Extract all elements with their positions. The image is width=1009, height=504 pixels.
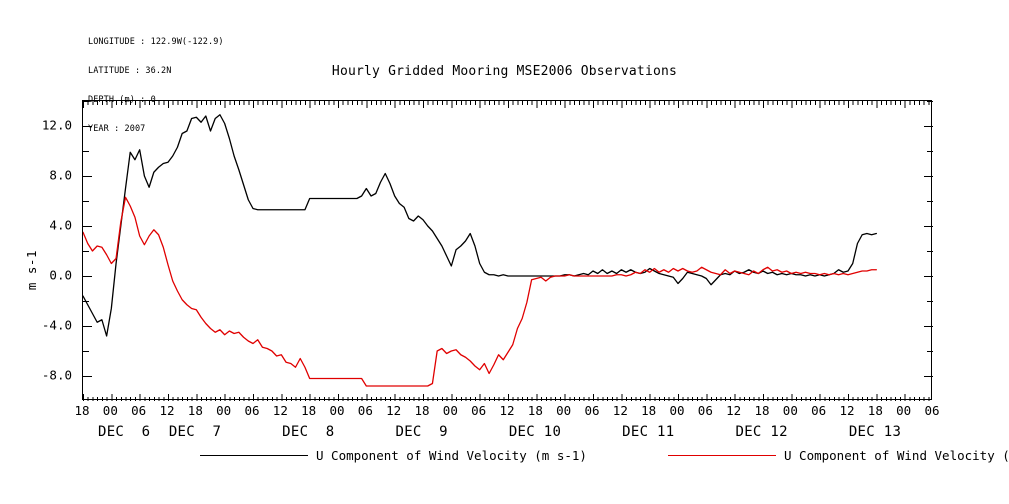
x-tick-label: 00 — [556, 403, 572, 418]
metadata-block: LONGITUDE : 122.9W(-122.9) LATITUDE : 36… — [88, 19, 224, 153]
x-tick-label: 06 — [584, 403, 600, 418]
y-axis-title: m s-1 — [24, 250, 39, 291]
x-date-label: DEC 12 — [735, 424, 788, 440]
metadata-latitude: LATITUDE : 36.2N — [88, 65, 172, 76]
y-axis-labels: 12.0 8.0 4.0 0.0 -4.0 -8.0 — [0, 100, 78, 400]
x-tick-label: 00 — [102, 403, 118, 418]
legend-entry: U Component of Wind Velocity (m s-1) — [200, 448, 587, 463]
x-tick-label: 18 — [301, 403, 317, 418]
x-tick-label: 06 — [697, 403, 713, 418]
chart-title: Hourly Gridded Mooring MSE2006 Observati… — [331, 64, 678, 79]
chart-legend: U Component of Wind Velocity (m s-1) U Co… — [0, 448, 1009, 470]
y-tick-label: -4.0 — [41, 317, 72, 333]
x-tick-label: 06 — [924, 403, 940, 418]
x-tick-label: 18 — [527, 403, 543, 418]
x-axis-date-labels: DEC 6 DEC 7 DEC 8 DEC 9 DEC 10 DEC 11 DEC 12 DE… — [0, 424, 1009, 444]
y-tick-label: 12.0 — [41, 117, 72, 133]
x-tick-label: 18 — [187, 403, 203, 418]
metadata-depth: DEPTH (m) : 0 — [88, 94, 156, 105]
x-tick-label: 18 — [414, 403, 430, 418]
x-tick-label: 12 — [499, 403, 515, 418]
x-tick-label: 18 — [867, 403, 883, 418]
x-tick-label: 06 — [471, 403, 487, 418]
y-tick-label: 8.0 — [49, 167, 72, 183]
x-tick-label: 00 — [782, 403, 798, 418]
metadata-year: YEAR : 2007 — [88, 123, 146, 134]
x-tick-label: 06 — [244, 403, 260, 418]
x-tick-label: 18 — [754, 403, 770, 418]
series-line-2 — [83, 196, 877, 387]
series-line-1 — [83, 114, 877, 337]
metadata-longitude: LONGITUDE : 122.9W(-122.9) — [88, 37, 224, 48]
y-tick-label: -8.0 — [41, 367, 72, 383]
x-tick-label: 12 — [386, 403, 402, 418]
x-tick-label: 18 — [641, 403, 657, 418]
x-tick-label: 00 — [329, 403, 345, 418]
plot-canvas — [83, 101, 933, 401]
y-tick-label: 4.0 — [49, 217, 72, 233]
x-date-label: DEC 6 — [97, 424, 151, 440]
legend-label: U Component of Wind Velocity (m s-1) — [784, 448, 1009, 463]
x-tick-label: 06 — [811, 403, 827, 418]
x-tick-label: 18 — [74, 403, 90, 418]
x-tick-label: 12 — [726, 403, 742, 418]
x-tick-label: 12 — [272, 403, 288, 418]
plot-area — [82, 100, 933, 401]
x-tick-label: 06 — [357, 403, 373, 418]
legend-color-swatch — [200, 455, 308, 456]
x-tick-label: 06 — [131, 403, 147, 418]
x-date-label: DEC 11 — [622, 424, 675, 440]
x-tick-label: 12 — [159, 403, 175, 418]
x-tick-label: 00 — [896, 403, 912, 418]
x-tick-label: 00 — [442, 403, 458, 418]
x-tick-label: 00 — [216, 403, 232, 418]
x-tick-label: 12 — [612, 403, 628, 418]
y-tick-label: 0.0 — [49, 267, 72, 283]
x-tick-label: 12 — [839, 403, 855, 418]
legend-color-swatch — [668, 455, 776, 456]
x-date-label: DEC 8 — [282, 424, 335, 440]
x-tick-label: 00 — [669, 403, 685, 418]
x-date-label: DEC 13 — [848, 424, 902, 440]
x-date-label: DEC 10 — [508, 424, 562, 440]
x-axis-hour-labels: 18 00 06 12 18 00 06 12 18 00 06 12 18 00 06 12 18 00 06 12… — [0, 403, 1009, 421]
x-date-label: DEC 9 — [395, 424, 448, 440]
legend-entry: U Component of Wind Velocity (m s-1) — [668, 448, 1009, 463]
legend-label: U Component of Wind Velocity (m s-1) — [316, 448, 587, 463]
x-date-label: DEC 7 — [168, 424, 222, 440]
